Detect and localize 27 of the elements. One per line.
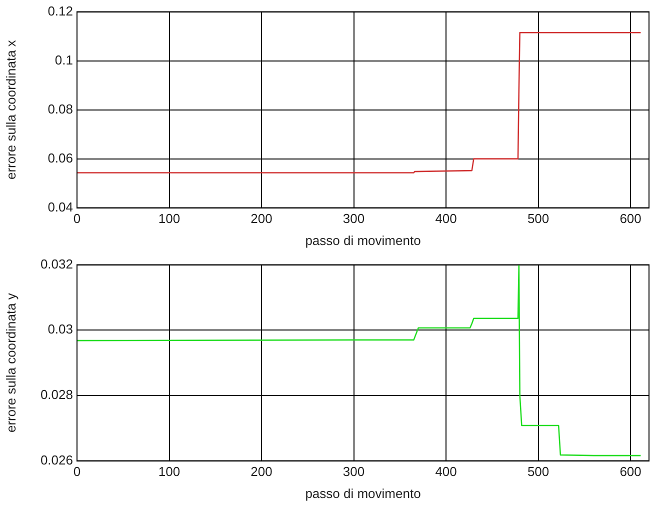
x-axis-title: passo di movimento (305, 232, 421, 248)
y-tick-label: 0.026 (40, 452, 73, 468)
x-tick-label: 400 (435, 211, 457, 226)
y-tick-label: 0.06 (48, 150, 73, 166)
x-tick-label: 300 (342, 211, 365, 226)
x-tick-label: 200 (250, 464, 272, 480)
x-axis-title: passo di movimento (305, 486, 421, 501)
y-tick-label: 0.032 (40, 256, 73, 272)
x-tick-label: 200 (250, 211, 272, 226)
y-tick-label: 0.028 (40, 387, 73, 402)
x-tick-label: 300 (342, 464, 365, 480)
x-tick-label: 100 (158, 464, 180, 480)
y-axis-title: errore sulla coordinata x (3, 40, 18, 180)
x-tick-label: 0 (73, 211, 81, 226)
y-tick-label: 0.04 (48, 199, 73, 214)
y-tick-label: 0.08 (48, 101, 73, 116)
x-tick-label: 600 (620, 464, 642, 480)
x-tick-label: 500 (527, 464, 550, 480)
x-tick-label: 600 (620, 211, 642, 226)
y-tick-label: 0.1 (54, 52, 73, 68)
y-tick-label: 0.12 (48, 3, 73, 18)
x-tick-label: 100 (158, 211, 180, 226)
x-tick-label: 500 (527, 211, 550, 226)
x-tick-label: 400 (435, 464, 457, 480)
x-tick-label: 0 (73, 464, 81, 480)
y-tick-label: 0.03 (48, 322, 73, 337)
y-axis-title: errore sulla coordinata y (3, 292, 18, 433)
